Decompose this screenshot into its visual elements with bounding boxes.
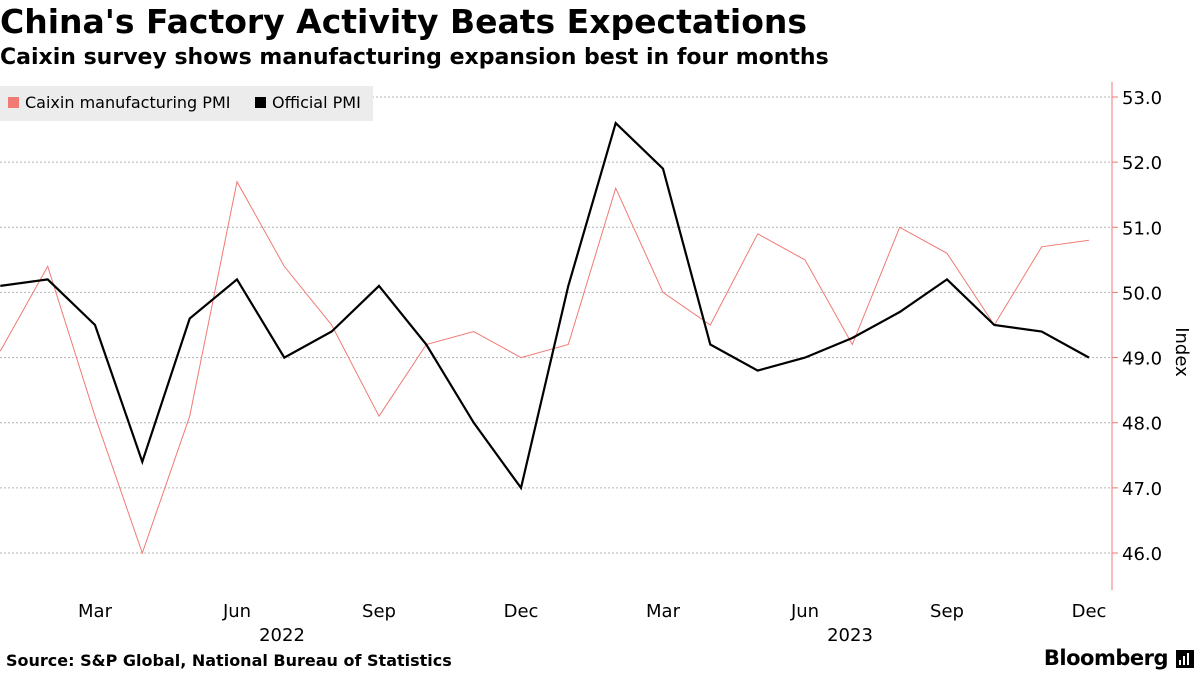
x-tick-label: Sep — [362, 601, 396, 622]
gridlines — [0, 96, 1112, 554]
x-tick-label: Jun — [790, 601, 819, 622]
x-tick-label: Sep — [930, 601, 964, 622]
x-tick-label: Dec — [504, 601, 539, 622]
legend-background — [0, 86, 373, 121]
y-tick-label: 53.0 — [1122, 88, 1162, 109]
y-tick-label: 47.0 — [1122, 479, 1162, 500]
official-pmi-line — [0, 121, 1090, 491]
series-lines — [0, 121, 1090, 555]
source-note: Source: S&P Global, National Bureau of S… — [6, 651, 452, 670]
y-tick-label: 46.0 — [1122, 544, 1162, 565]
y-axis: 46.0 47.0 48.0 49.0 50.0 51.0 52.0 53.0 — [1111, 82, 1162, 590]
y-tick-label: 51.0 — [1122, 218, 1162, 239]
caixin-pmi-line — [0, 180, 1090, 555]
legend-label-caixin: Caixin manufacturing PMI — [25, 93, 230, 112]
bloomberg-logo: Bloomberg — [1043, 646, 1169, 670]
y-tick-label: 52.0 — [1122, 153, 1162, 174]
y-axis-label: Index — [1171, 327, 1192, 377]
x-tick-label: Dec — [1072, 601, 1107, 622]
chart-subtitle: Caixin survey shows manufacturing expans… — [0, 45, 829, 70]
x-tick-label: Jun — [222, 601, 251, 622]
chart-title: China's Factory Activity Beats Expectati… — [0, 2, 808, 41]
legend-swatch-caixin — [8, 97, 19, 108]
x-tick-label: Mar — [646, 601, 681, 622]
y-tick-label: 49.0 — [1122, 349, 1162, 370]
x-year-label: 2023 — [827, 625, 873, 645]
bloomberg-chart-icon — [1176, 650, 1194, 668]
legend-swatch-official — [255, 97, 266, 108]
x-tick-label: Mar — [78, 601, 113, 622]
legend-label-official: Official PMI — [272, 93, 361, 112]
x-year-label: 2022 — [259, 625, 305, 645]
y-tick-label: 48.0 — [1122, 414, 1162, 435]
legend: Caixin manufacturing PMI Official PMI — [0, 86, 373, 121]
x-axis: Mar Jun 2022 Sep Dec Mar Jun 2023 Sep Dec — [78, 601, 1106, 645]
y-tick-label: 50.0 — [1122, 283, 1162, 304]
line-chart: 46.0 47.0 48.0 49.0 50.0 51.0 52.0 53.0 Mar Jun 2… — [0, 82, 1192, 645]
